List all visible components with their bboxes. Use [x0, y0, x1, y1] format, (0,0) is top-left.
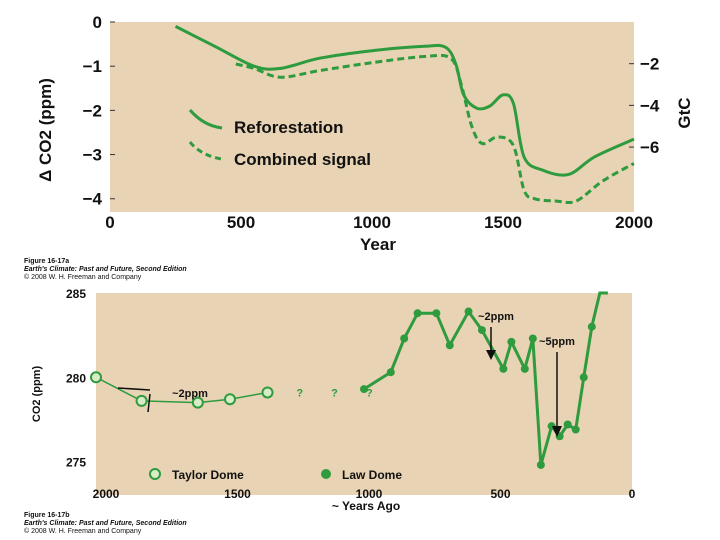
law-dome-point: [571, 425, 580, 434]
annotation-arrowhead: [486, 350, 496, 360]
x-tick-label: 500: [227, 213, 255, 232]
x-axis-label-b: ~ Years Ago: [332, 499, 400, 513]
legend-label-law: Law Dome: [342, 468, 402, 482]
legend-marker-taylor: [149, 468, 161, 480]
svg-text:CO2 (ppm): CO2 (ppm): [31, 366, 43, 423]
credit-bottom-figure: Figure 16-17b: [24, 512, 70, 519]
legend-b: Taylor Dome Law Dome: [149, 468, 402, 482]
annotation-arrow: [147, 393, 151, 413]
law-dome-point: [587, 322, 596, 331]
law-dome-point: [445, 341, 454, 350]
y-tick-label: −1: [83, 57, 102, 76]
y-tick-label-b: 285: [66, 287, 86, 301]
x-tick-label: 0: [105, 213, 114, 232]
y-tick-label-b: 280: [66, 371, 86, 385]
annotation-law-dip: ~2ppm: [478, 311, 514, 323]
series-lines-b: ???: [90, 291, 608, 469]
credit-top-figure: Figure 16-17a: [24, 258, 70, 265]
annotation-law-drop: ~5ppm: [539, 336, 575, 348]
credit-top: Figure 16-17a Earth's Climate: Past and …: [24, 258, 187, 282]
y-axis-label-right: GtC: [675, 97, 694, 128]
series-lines-a: [174, 25, 635, 205]
x-tick-label: 2000: [615, 213, 653, 232]
x-tick-label-b: 0: [629, 487, 636, 501]
taylor-dome-point: [191, 396, 204, 409]
legend-swatch-combined: [188, 141, 223, 161]
right-tick-label: −2: [640, 55, 659, 74]
law-dome-point: [477, 326, 486, 335]
x-tick-label-b: 1500: [224, 487, 251, 501]
law-dome-point: [400, 334, 409, 343]
law-dome-point: [579, 373, 588, 382]
law-dome-point: [520, 364, 529, 373]
law-dome-point: [464, 307, 473, 316]
legend-label-taylor: Taylor Dome: [172, 468, 244, 482]
law-dome-point: [507, 337, 516, 346]
x-tick-label-b: 1000: [356, 487, 383, 501]
taylor-dome-point: [224, 393, 236, 406]
reforestation-chart: 0 500 1000 1500 2000 0 −1 −2 −3 −4 −2 −4 −6 Reforest…: [36, 13, 694, 254]
y-axis-label-b: CO2 (ppm): [31, 366, 43, 423]
legend-label-reforestation: Reforestation: [234, 118, 344, 137]
annotation-taylor: ~2ppm: [172, 388, 208, 400]
law-dome-point: [386, 368, 395, 377]
credit-top-edition: Earth's Climate: Past and Future, Second…: [24, 266, 187, 274]
axis-ticks-a: 0 500 1000 1500 2000 0 −1 −2 −3 −4 −2 −4 −6: [83, 13, 660, 232]
axis-ticks-b: 2000 1500 1000 500 0 285 280 275: [66, 287, 636, 501]
law-dome-point: [536, 460, 545, 469]
question-mark: ?: [296, 387, 303, 399]
x-tick-label-b: 2000: [93, 487, 120, 501]
y-tick-label: −2: [83, 101, 102, 120]
credit-top-copyright: © 2008 W. H. Freeman and Company: [24, 274, 142, 282]
right-tick-label: −4: [640, 96, 660, 115]
question-mark: ?: [331, 387, 338, 399]
annotation-arrowhead: [552, 426, 562, 437]
credit-bottom-copyright: © 2008 W. H. Freeman and Company: [24, 528, 142, 536]
x-axis-label-a: Year: [360, 235, 396, 254]
x-tick-label-b: 500: [490, 487, 510, 501]
law-dome-point: [413, 309, 422, 318]
question-mark: ?: [366, 387, 373, 399]
annotation-arrow: [117, 387, 151, 391]
svg-text:Δ CO2 (ppm): Δ CO2 (ppm): [36, 78, 55, 182]
law-dome-point: [432, 309, 441, 318]
taylor-dome-point: [261, 386, 274, 399]
svg-text:GtC: GtC: [675, 97, 694, 128]
x-tick-label: 1500: [484, 213, 522, 232]
law-dome-point: [563, 420, 572, 429]
credit-bottom-edition: Earth's Climate: Past and Future, Second…: [24, 520, 187, 528]
taylor-dome-point: [90, 371, 102, 384]
combined-signal-line: [235, 53, 635, 205]
annotations-b: ~2ppm ~2ppm ~5ppm: [117, 311, 575, 437]
x-tick-label: 1000: [353, 213, 391, 232]
taylor-dome-point: [135, 394, 148, 407]
right-tick-label: −6: [640, 138, 659, 157]
y-tick-label: −3: [83, 146, 102, 165]
law-dome-point: [360, 385, 368, 394]
y-tick-label: −4: [83, 190, 103, 209]
law-dome-point: [499, 364, 508, 373]
legend-swatch-reforestation: [188, 109, 223, 130]
y-tick-label-b: 275: [66, 456, 86, 470]
y-axis-label-left: Δ CO2 (ppm): [36, 78, 55, 182]
credit-bottom: Figure 16-17b Earth's Climate: Past and …: [24, 512, 187, 536]
law-dome-point: [528, 334, 537, 343]
legend-marker-law: [321, 469, 331, 479]
y-tick-label: 0: [93, 13, 102, 32]
legend-label-combined: Combined signal: [234, 150, 371, 169]
legend-a: Reforestation Combined signal: [188, 109, 371, 169]
